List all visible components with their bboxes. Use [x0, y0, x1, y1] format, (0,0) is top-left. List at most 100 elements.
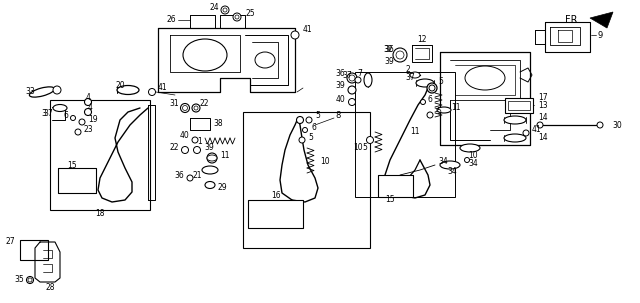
Text: 38: 38 [213, 119, 223, 128]
Bar [58, 168, 96, 193]
Bar [508, 101, 530, 110]
Text: 22: 22 [170, 142, 179, 152]
Text: 29: 29 [218, 184, 228, 192]
Text: 21: 21 [193, 171, 202, 179]
Bar [243, 112, 370, 248]
Text: 18: 18 [95, 209, 105, 218]
Circle shape [597, 122, 603, 128]
Ellipse shape [183, 39, 227, 71]
Ellipse shape [117, 85, 139, 95]
Circle shape [192, 137, 198, 143]
Ellipse shape [29, 87, 54, 97]
Ellipse shape [460, 144, 480, 152]
Text: 23: 23 [83, 125, 93, 135]
Circle shape [223, 8, 227, 12]
Bar [50, 100, 150, 210]
Text: 39: 39 [204, 142, 214, 152]
Bar [378, 175, 413, 197]
Circle shape [367, 136, 374, 144]
Text: 28: 28 [45, 282, 55, 291]
Bar [355, 72, 455, 197]
Circle shape [182, 105, 188, 111]
Circle shape [182, 146, 189, 154]
Text: 40: 40 [335, 95, 345, 104]
Text: 34: 34 [447, 168, 457, 177]
Circle shape [303, 128, 307, 132]
Circle shape [148, 88, 156, 95]
Circle shape [187, 175, 193, 181]
Circle shape [28, 278, 32, 282]
Circle shape [193, 146, 200, 154]
Text: 3: 3 [41, 108, 46, 118]
Polygon shape [590, 12, 613, 28]
Ellipse shape [504, 116, 526, 124]
Circle shape [194, 106, 198, 110]
Text: 41: 41 [158, 84, 168, 92]
Text: 34: 34 [438, 158, 448, 167]
Text: 5: 5 [438, 78, 443, 86]
Circle shape [523, 130, 529, 136]
Circle shape [192, 104, 200, 112]
Text: 31: 31 [170, 99, 179, 108]
Bar [505, 98, 533, 113]
Circle shape [355, 77, 361, 83]
Bar [58, 168, 96, 193]
Text: 19: 19 [88, 115, 98, 125]
Bar [20, 240, 48, 260]
Circle shape [537, 122, 543, 128]
Text: 14: 14 [538, 114, 548, 122]
Text: 36: 36 [174, 171, 184, 179]
Circle shape [291, 31, 299, 39]
Text: FR.: FR. [565, 15, 580, 25]
Circle shape [296, 116, 303, 124]
Ellipse shape [440, 161, 460, 169]
Text: 5: 5 [315, 111, 320, 119]
Text: 5: 5 [308, 132, 313, 142]
Ellipse shape [53, 105, 67, 112]
Text: 10: 10 [353, 144, 363, 152]
Text: 13: 13 [538, 101, 548, 109]
Text: 1: 1 [197, 136, 202, 145]
Text: 32: 32 [383, 45, 393, 55]
Circle shape [420, 99, 426, 105]
Text: 16: 16 [271, 191, 281, 201]
Circle shape [349, 98, 355, 105]
Circle shape [393, 48, 407, 62]
Circle shape [79, 119, 85, 125]
Text: 6: 6 [63, 111, 68, 119]
Bar [378, 175, 413, 197]
Text: 37: 37 [405, 74, 415, 82]
Text: 20: 20 [115, 81, 125, 89]
Text: 5: 5 [363, 144, 367, 152]
Text: 8: 8 [335, 111, 340, 119]
Ellipse shape [410, 72, 420, 78]
Circle shape [427, 112, 433, 118]
Ellipse shape [202, 166, 218, 174]
Text: 37: 37 [44, 108, 53, 118]
Text: 36: 36 [384, 45, 394, 55]
Text: 22: 22 [200, 99, 209, 108]
Text: 11: 11 [220, 151, 230, 159]
Circle shape [180, 104, 189, 112]
Bar [248, 200, 303, 228]
Text: 36: 36 [335, 68, 345, 78]
Text: 4: 4 [86, 92, 90, 102]
Ellipse shape [255, 52, 275, 68]
Text: 30: 30 [612, 121, 621, 129]
Circle shape [26, 277, 33, 284]
Text: 15: 15 [67, 161, 77, 171]
Circle shape [427, 83, 437, 93]
Text: 25: 25 [246, 9, 255, 18]
Text: 2: 2 [405, 65, 410, 75]
Circle shape [233, 13, 241, 21]
Text: 39: 39 [384, 58, 394, 66]
Text: 12: 12 [417, 35, 427, 45]
Text: 7: 7 [357, 68, 362, 78]
Ellipse shape [416, 79, 434, 87]
Ellipse shape [364, 73, 372, 87]
Text: 34: 34 [468, 158, 478, 168]
Ellipse shape [207, 155, 217, 161]
Text: 41: 41 [532, 125, 541, 135]
Text: 6: 6 [311, 122, 316, 132]
Text: 15: 15 [385, 195, 395, 205]
